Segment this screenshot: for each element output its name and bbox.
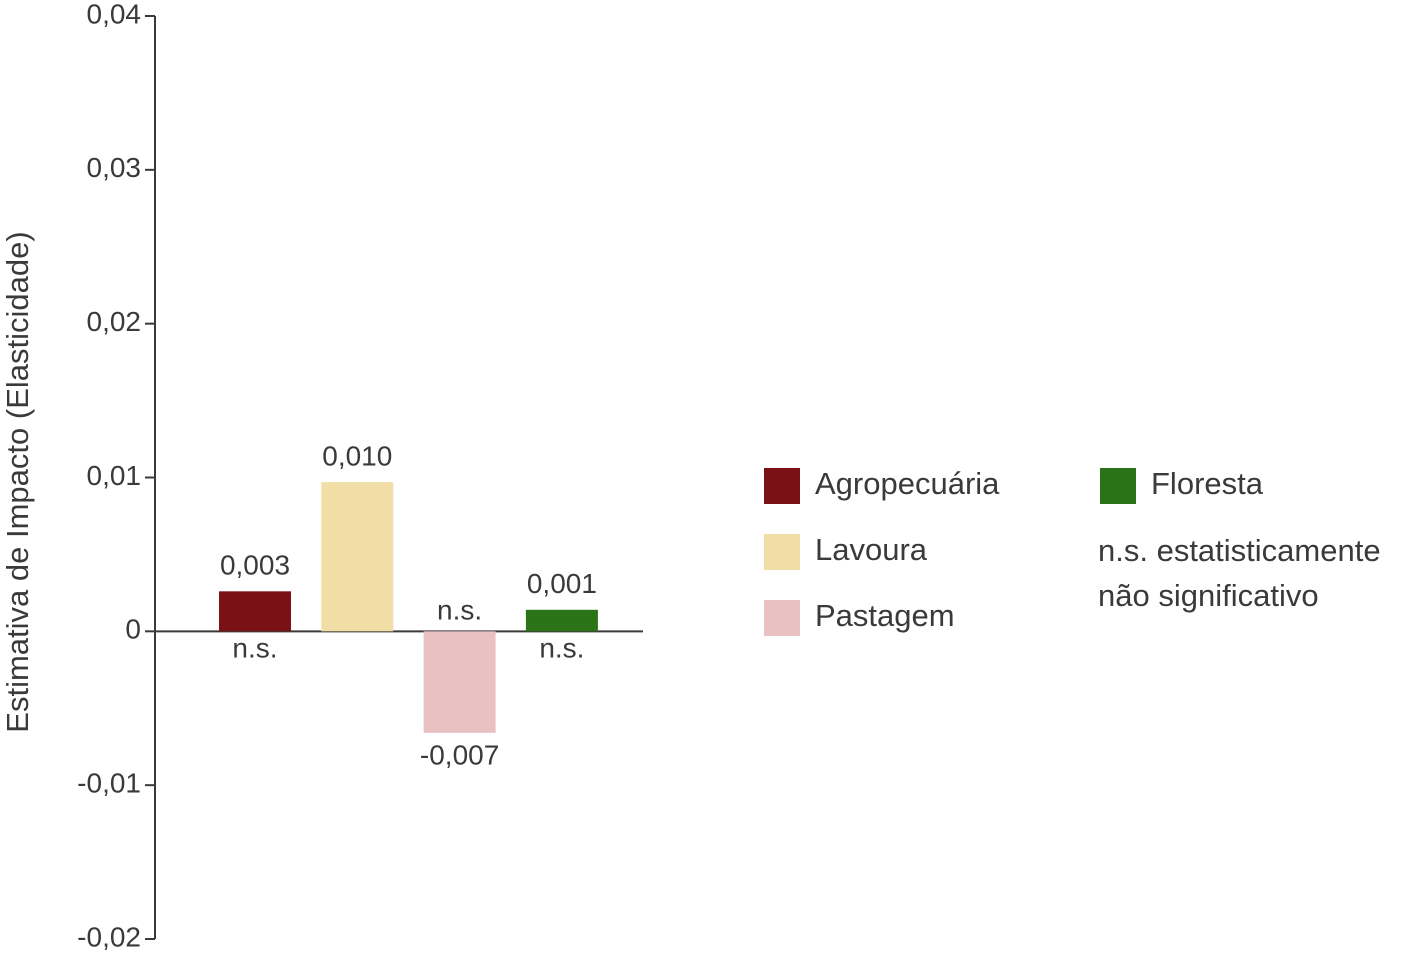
legend-swatch (1100, 468, 1136, 504)
legend-label: Lavoura (815, 532, 928, 567)
annotation: n.s. (539, 633, 584, 664)
legend-label: Pastagem (815, 598, 955, 633)
y-tick-label: 0,04 (87, 0, 142, 29)
value-label: 0,001 (527, 568, 597, 599)
legend-swatch (764, 534, 800, 570)
y-tick-label: -0,02 (77, 921, 141, 952)
bar (423, 631, 496, 733)
annotation: n.s. (232, 633, 277, 664)
legend-swatch (764, 600, 800, 636)
annotation: n.s. (437, 595, 482, 626)
y-tick-label: 0,01 (87, 460, 142, 491)
y-tick-label: 0,03 (87, 152, 142, 183)
y-axis-title: Estimativa de Impacto (Elasticidade) (0, 231, 35, 732)
bar (219, 591, 291, 632)
legend-label: Agropecuária (815, 466, 1000, 501)
value-label: 0,010 (322, 441, 392, 472)
legend-note: n.s. estatisticamente (1098, 533, 1381, 568)
y-tick-label: 0 (125, 614, 141, 645)
value-label: 0,003 (220, 550, 290, 581)
legend-label: Floresta (1151, 466, 1264, 501)
bar (525, 609, 598, 632)
y-tick-label: 0,02 (87, 306, 142, 337)
value-label: -0,007 (420, 739, 499, 770)
y-tick-label: -0,01 (77, 768, 141, 799)
legend-swatch (764, 468, 800, 504)
bar (321, 482, 394, 632)
legend-note: não significativo (1098, 578, 1319, 613)
